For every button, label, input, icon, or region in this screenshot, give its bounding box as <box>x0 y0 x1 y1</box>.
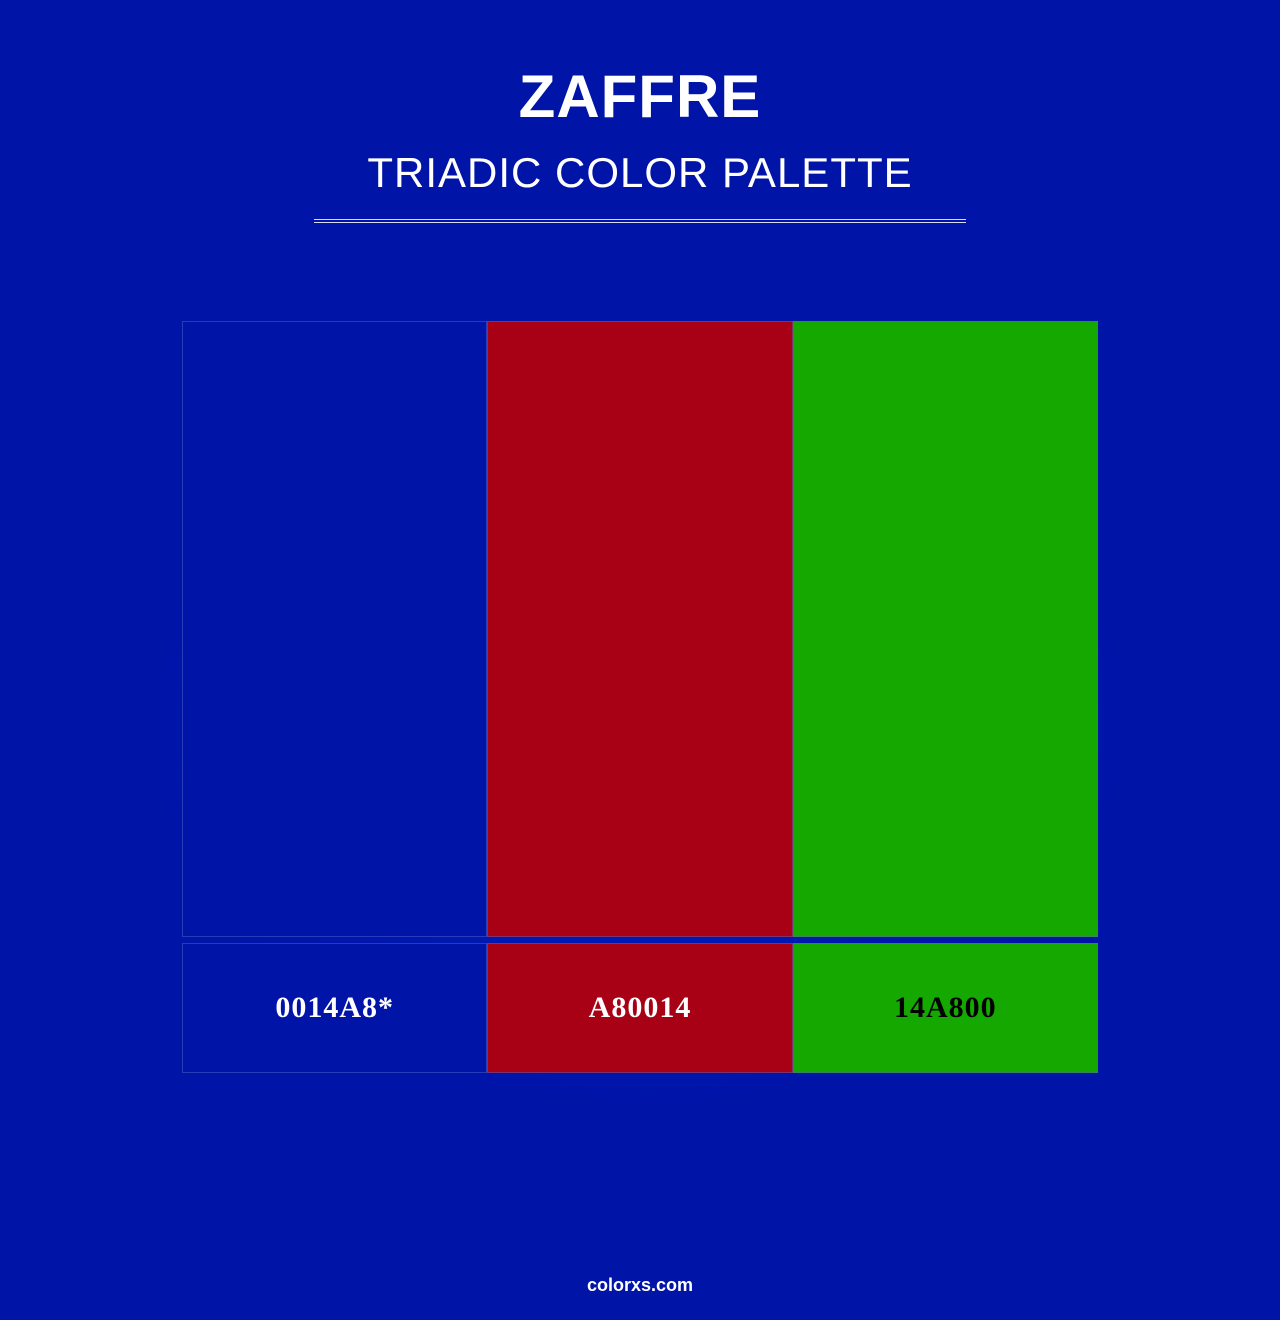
palette: 0014A8* A80014 14A800 <box>182 321 1098 1073</box>
color-swatch-1 <box>487 321 792 937</box>
page-title: ZAFFRE <box>0 62 1280 131</box>
header-divider <box>314 219 966 223</box>
header: ZAFFRE TRIADIC COLOR PALETTE <box>0 0 1280 223</box>
color-label-1: A80014 <box>487 943 792 1073</box>
color-swatch-2 <box>793 321 1098 937</box>
color-label-2: 14A800 <box>793 943 1098 1073</box>
label-row: 0014A8* A80014 14A800 <box>182 943 1098 1073</box>
color-label-0: 0014A8* <box>182 943 487 1073</box>
swatch-row <box>182 321 1098 937</box>
footer-credit: colorxs.com <box>0 1275 1280 1296</box>
color-swatch-0 <box>182 321 487 937</box>
page-subtitle: TRIADIC COLOR PALETTE <box>0 149 1280 197</box>
